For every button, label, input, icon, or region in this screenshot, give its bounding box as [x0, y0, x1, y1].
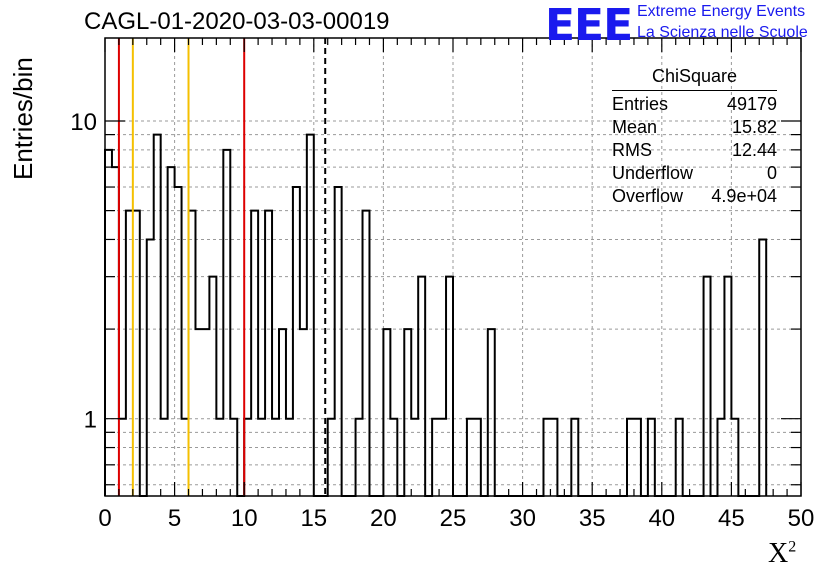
histogram-bin — [133, 211, 140, 496]
histogram-bin — [418, 277, 425, 496]
histogram-bin — [265, 211, 272, 496]
x-tick-label: 45 — [718, 505, 745, 532]
x-tick-label: 25 — [440, 505, 467, 532]
histogram-bin — [300, 329, 307, 496]
histogram-bin — [251, 211, 258, 496]
stats-divider — [612, 90, 777, 91]
stats-row-overflow: Overflow 4.9e+04 — [612, 186, 777, 206]
y-tick-label: 10 — [70, 109, 97, 136]
y-axis-label: Entries/bin — [8, 57, 38, 180]
eee-logo: EEE — [545, 0, 633, 51]
x-tick-label: 50 — [788, 505, 815, 532]
histogram-bin — [126, 211, 133, 496]
histogram-bin — [202, 329, 209, 496]
x-axis-label-superscript: 2 — [788, 538, 797, 556]
x-axis-label: X2 — [768, 538, 797, 569]
histogram-bin — [307, 135, 314, 496]
logo-line-1: Extreme Energy Events — [637, 3, 806, 20]
histogram-bin — [195, 329, 202, 496]
histogram-bin — [383, 329, 390, 496]
x-tick-label: 20 — [370, 505, 397, 532]
histogram-bin — [704, 277, 711, 496]
x-tick-label: 10 — [231, 505, 258, 532]
y-tick-label: 1 — [84, 407, 97, 434]
x-tick-label: 15 — [300, 505, 327, 532]
histogram-bin — [147, 239, 154, 496]
stats-row-entries: Entries 49179 — [612, 94, 777, 114]
histogram-bin — [404, 329, 411, 496]
axis-ticks — [104, 38, 802, 496]
logo-line-2: La Scienza nelle Scuole — [637, 24, 808, 41]
histogram-bin — [488, 329, 495, 496]
histogram-bin — [363, 211, 370, 496]
histogram-bin — [724, 277, 731, 496]
histogram-bin — [189, 211, 196, 496]
histogram-bin — [209, 277, 216, 496]
x-tick-label: 5 — [168, 505, 181, 532]
histogram-bin — [175, 187, 182, 496]
chart-title: CAGL-01-2020-03-03-00019 — [84, 8, 390, 35]
histogram-bin — [223, 150, 230, 496]
histogram-bin — [446, 277, 453, 496]
histogram-bin — [759, 239, 766, 496]
histogram-bin — [154, 135, 161, 496]
histogram-bin — [112, 167, 119, 496]
stats-row-underflow: Underflow 0 — [612, 163, 777, 183]
stats-row-rms: RMS 12.44 — [612, 140, 777, 160]
marker-lines — [117, 38, 327, 496]
histogram-bin — [335, 187, 342, 496]
x-tick-label: 35 — [579, 505, 606, 532]
stats-title: ChiSquare — [651, 66, 738, 86]
stats-box: ChiSquare Entries 49179 Mean 15.82 RMS 12.4… — [612, 66, 777, 208]
x-tick-label: 30 — [509, 505, 536, 532]
histogram-bin — [293, 187, 300, 496]
x-tick-label: 40 — [648, 505, 675, 532]
x-tick-label: 0 — [98, 505, 111, 532]
histogram-bin — [279, 329, 286, 496]
histogram-bin — [168, 167, 175, 496]
histogram-bin — [105, 150, 112, 496]
axis-tick-labels: 0 5 10 15 20 25 30 35 40 45 50 1 10 — [70, 109, 814, 532]
stats-row-mean: Mean 15.82 — [612, 117, 777, 137]
